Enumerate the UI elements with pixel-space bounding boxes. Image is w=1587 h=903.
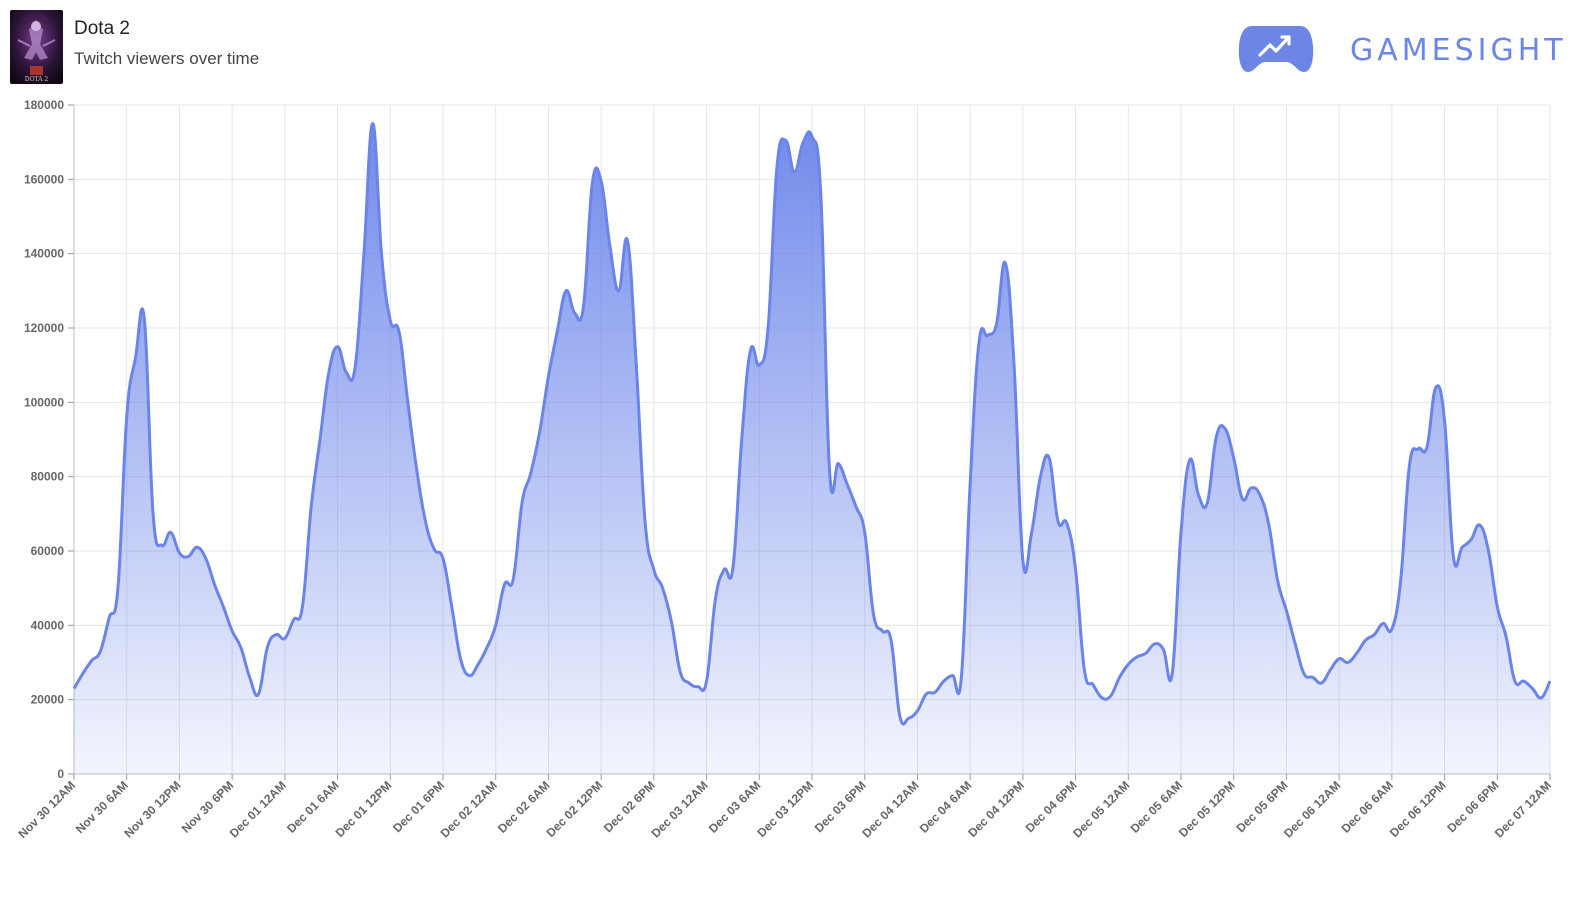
x-tick-label: Dec 06 6PM [1444, 778, 1501, 835]
x-tick-label: Dec 04 12PM [965, 778, 1027, 840]
x-tick-label: Dec 01 12PM [333, 778, 395, 840]
x-tick-label: Dec 02 6PM [601, 778, 658, 835]
y-tick-label: 20000 [31, 693, 65, 707]
y-tick-label: 100000 [24, 395, 64, 409]
x-tick-label: Dec 06 6AM [1338, 778, 1396, 836]
x-tick-label: Dec 02 12PM [543, 778, 605, 840]
x-tick-label: Dec 04 6AM [917, 778, 975, 836]
x-tick-label: Dec 06 12AM [1281, 778, 1343, 840]
dota2-cover-icon: DOTA 2 [10, 10, 63, 84]
x-tick-label: Dec 01 12AM [227, 778, 289, 840]
x-tick-label: Dec 05 12AM [1070, 778, 1132, 840]
chart-subtitle: Twitch viewers over time [74, 49, 260, 68]
x-tick-label: Dec 03 6PM [812, 778, 869, 835]
gamesight-logo: GAMESIGHT [1238, 22, 1563, 78]
x-tick-label: Dec 06 12PM [1387, 778, 1449, 840]
x-tick-label: Dec 03 6AM [706, 778, 764, 836]
x-tick-label: Nov 30 12PM [121, 778, 183, 840]
thumbnail-label: DOTA 2 [25, 76, 49, 83]
y-tick-label: 140000 [24, 247, 64, 261]
brand-name: GAMESIGHT [1350, 33, 1567, 68]
y-tick-label: 80000 [31, 470, 65, 484]
x-tick-label: Dec 02 6AM [495, 778, 553, 836]
x-tick-label: Dec 05 6PM [1233, 778, 1290, 835]
y-tick-label: 160000 [24, 172, 64, 186]
x-tick-label: Dec 05 12PM [1176, 778, 1238, 840]
x-tick-label: Dec 04 12AM [859, 778, 921, 840]
x-tick-label: Nov 30 6PM [179, 778, 237, 836]
x-tick-label: Dec 01 6AM [284, 778, 342, 836]
x-tick-label: Nov 30 12AM [15, 778, 78, 841]
x-tick-label: Dec 05 6AM [1128, 778, 1186, 836]
x-tick-label: Dec 02 12AM [438, 778, 500, 840]
game-thumbnail: DOTA 2 [10, 10, 63, 84]
x-tick-label: Dec 01 6PM [390, 778, 447, 835]
game-title: Dota 2 [74, 18, 130, 39]
y-axis: 0 20000 40000 60000 80000 100000 120000 140000 1… [24, 98, 75, 781]
x-tick-label: Dec 07 12AM [1492, 778, 1554, 840]
gamepad-trend-icon [1238, 26, 1314, 72]
x-tick-label: Dec 03 12PM [754, 778, 816, 840]
x-tick-label: Nov 30 6AM [73, 778, 131, 836]
y-tick-label: 120000 [24, 321, 64, 335]
x-tick-label: Dec 03 12AM [648, 778, 710, 840]
viewers-line [72, 122, 1552, 726]
y-tick-label: 40000 [31, 618, 65, 632]
y-tick-label: 180000 [24, 98, 64, 112]
viewers-area-fill [74, 123, 1550, 774]
y-tick-label: 60000 [31, 544, 65, 558]
x-tick-label: Dec 04 6PM [1023, 778, 1080, 835]
viewers-area-chart: 0 20000 40000 60000 80000 100000 120000 140000 1… [15, 98, 1554, 841]
y-tick-label: 0 [57, 767, 64, 781]
chart-header: DOTA 2 Dota 2 Twitch viewers over time G… [0, 0, 1587, 92]
